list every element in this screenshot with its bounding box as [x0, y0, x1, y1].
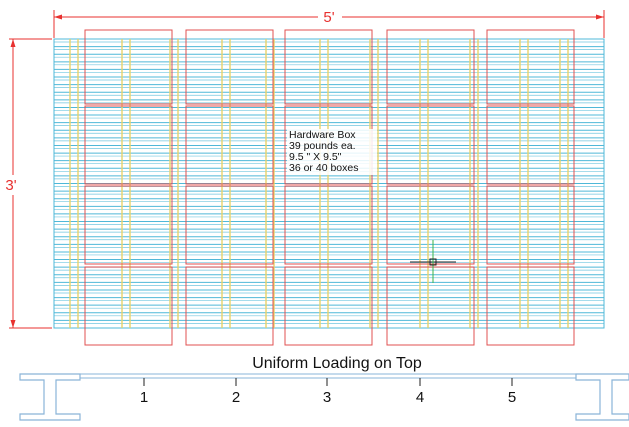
hardware-box-r1-c2 [185, 29, 274, 105]
hardware-box-r4-c2 [185, 266, 274, 346]
beam-number-4: 4 [416, 389, 424, 406]
beam-number-1: 1 [140, 389, 148, 406]
section-title: Uniform Loading on Top [252, 355, 422, 372]
hardware-box-r3-c3 [284, 185, 373, 265]
hardware-box-r4-c3 [284, 266, 373, 346]
beam-number-labels: 1 2 3 4 5 [140, 389, 516, 406]
note-line-4: 36 or 40 boxes [289, 162, 358, 174]
hardware-box-r1-c4 [386, 29, 475, 105]
hardware-box-note: Hardware Box 39 pounds ea. 9.5 " X 9.5" … [289, 129, 358, 174]
hardware-box-r3-c1 [84, 185, 173, 265]
hardware-box-r4-c1 [84, 266, 173, 346]
note-line-3: 9.5 " X 9.5" [289, 151, 342, 163]
hardware-box-r4-c4 [386, 266, 475, 346]
beam-ticks [143, 378, 513, 386]
hardware-box-r2-c5 [486, 105, 575, 185]
width-dimension-label: 5' [323, 9, 334, 26]
note-line-2: 39 pounds ea. [289, 140, 356, 152]
height-dimension-label: 3' [5, 177, 16, 194]
right-i-beam-icon [575, 373, 629, 421]
beam-number-5: 5 [508, 389, 516, 406]
hardware-box-r2-c4 [386, 105, 475, 185]
top-flange-line [53, 373, 605, 379]
beam-number-3: 3 [323, 389, 331, 406]
hardware-box-r1-c3 [284, 29, 373, 105]
left-i-beam-icon [19, 373, 81, 421]
hardware-box-r3-c5 [486, 185, 575, 265]
beam-number-2: 2 [232, 389, 240, 406]
hardware-box-r4-c5 [486, 266, 575, 346]
crosshair-cursor-icon [410, 240, 456, 283]
note-line-1: Hardware Box [289, 129, 356, 141]
hardware-box-r2-c1 [84, 105, 173, 185]
hardware-box-r1-c1 [84, 29, 173, 105]
hardware-box-r1-c5 [486, 29, 575, 105]
hardware-box-r2-c2 [185, 105, 274, 185]
hardware-box-r3-c2 [185, 185, 274, 265]
